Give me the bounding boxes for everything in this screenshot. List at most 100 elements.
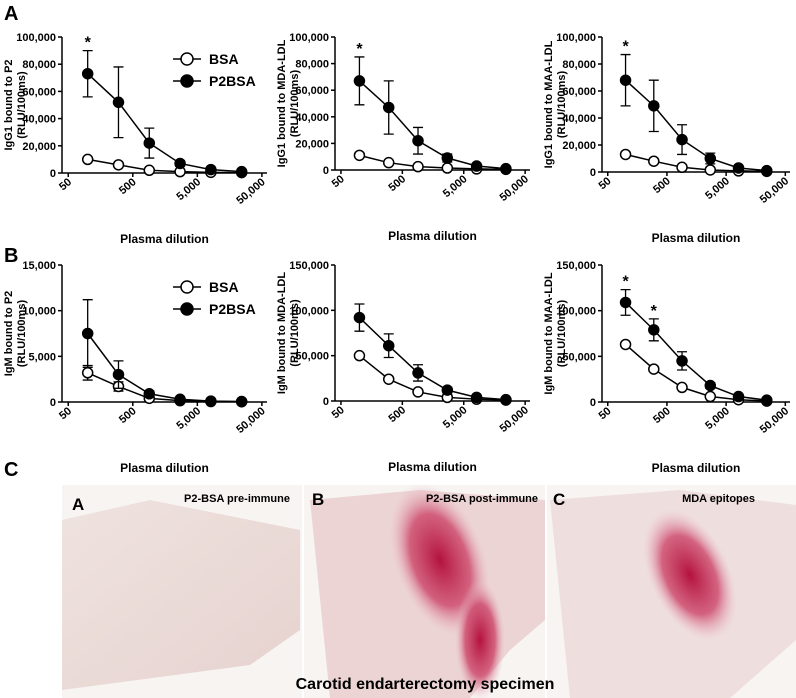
y-axis-title: IgG1 bound to MAA-LDL (543, 40, 555, 168)
x-tick-label: 50 (57, 405, 74, 422)
legend-label: P2BSA (209, 301, 256, 317)
x-tick-label: 5,000 (174, 176, 203, 203)
data-point (353, 149, 366, 162)
data-point (382, 156, 395, 169)
data-point (112, 368, 125, 381)
y-tick-label: 0 (323, 396, 329, 408)
series-line (358, 317, 506, 401)
data-point (382, 339, 395, 352)
legend-label: BSA (209, 51, 239, 67)
y-axis-title: (RLU/100ms) (556, 300, 568, 368)
data-point (412, 160, 424, 173)
y-axis-title: (RLU/100ms) (16, 300, 28, 368)
data-point (143, 164, 156, 177)
chart: 0 20,000 40,000 60,000 80,000 100,000 50 500 5,0… (3, 32, 268, 246)
data-point (619, 148, 632, 161)
x-tick-label: 500 (386, 404, 408, 425)
data-point (676, 161, 688, 174)
histology: A P2-BSA pre-immune B P2-BSA post-immune… (62, 483, 796, 698)
data-point (174, 157, 186, 170)
data-point (648, 324, 660, 336)
x-tick-label: 50 (597, 405, 614, 422)
y-tick-label: 150,000 (289, 260, 329, 272)
data-point (704, 379, 717, 392)
x-axis-title: Plasma dilution (388, 229, 477, 243)
legend-label: BSA (209, 279, 239, 295)
legend-marker (180, 280, 194, 294)
legend-label: P2BSA (209, 73, 256, 89)
data-point (648, 155, 660, 167)
image-caption: Carotid endarterectomy specimen (296, 676, 555, 693)
image-label: P2-BSA pre-immune (184, 493, 290, 505)
data-point (441, 384, 454, 396)
data-point (81, 67, 94, 80)
chart: 0 5,000 10,000 15,000 50 500 5,000 50,000 Plasma… (3, 260, 268, 475)
data-point (112, 159, 125, 171)
y-axis-title: IgG1 bound to P2 (3, 59, 15, 150)
data-point (470, 391, 483, 404)
y-tick-label: 10,000 (22, 306, 56, 318)
y-axis-title: IgM bound to P2 (3, 291, 15, 377)
panel-label: B (4, 245, 18, 267)
data-point (412, 367, 424, 379)
data-point (704, 164, 717, 176)
series-line (87, 333, 242, 403)
data-point (704, 390, 717, 403)
annotation: * (622, 39, 629, 56)
y-axis-title: (RLU/100ms) (289, 70, 301, 138)
data-point (112, 96, 125, 109)
annotation: * (356, 41, 363, 58)
y-axis-title: (RLU/100ms) (556, 71, 568, 139)
image-letter: C (553, 490, 565, 509)
data-point (732, 162, 745, 174)
data-point (648, 100, 660, 112)
y-tick-label: 15,000 (22, 260, 56, 272)
x-tick-label: 50,000 (758, 175, 791, 206)
x-tick-label: 500 (117, 176, 139, 197)
data-point (205, 163, 217, 176)
data-point (382, 373, 395, 385)
y-tick-label: 0 (590, 167, 596, 179)
x-axis-title: Plasma dilution (652, 461, 741, 475)
x-tick-label: 50 (57, 176, 74, 193)
x-axis-title: Plasma dilution (120, 232, 209, 246)
y-tick-label: 20,000 (22, 141, 56, 153)
annotation: * (651, 303, 658, 320)
x-axis-title: Plasma dilution (388, 460, 477, 474)
annotation: * (622, 274, 629, 291)
divider (302, 485, 304, 698)
data-point (619, 74, 632, 86)
data-point (619, 296, 632, 309)
data-point (732, 390, 745, 403)
annotation: * (85, 35, 92, 52)
x-tick-label: 5,000 (441, 404, 470, 431)
y-axis-title: (RLU/100ms) (289, 299, 301, 367)
series-line (358, 355, 506, 401)
x-tick-label: 5,000 (703, 175, 732, 202)
data-point (412, 134, 424, 147)
data-point (353, 311, 366, 324)
x-tick-label: 50,000 (498, 404, 531, 435)
y-tick-label: 80,000 (295, 59, 329, 71)
panel-label: A (4, 3, 18, 25)
y-tick-label: 0 (50, 397, 56, 409)
data-point (174, 393, 186, 406)
y-tick-label: 5,000 (28, 351, 56, 363)
image-label: P2-BSA post-immune (426, 493, 538, 505)
data-point (235, 395, 248, 408)
y-axis-title: IgM bound to MAA-LDL (543, 272, 555, 394)
y-tick-label: 20,000 (295, 138, 329, 150)
data-point (500, 162, 512, 175)
series-line (358, 80, 506, 170)
image-letter: B (312, 490, 324, 509)
data-point (761, 164, 773, 177)
x-tick-label: 500 (386, 173, 408, 194)
y-tick-label: 80,000 (22, 59, 56, 71)
y-tick-label: 0 (590, 397, 596, 409)
legend-marker (180, 74, 194, 88)
y-tick-label: 100,000 (16, 32, 56, 44)
y-axis-title: IgM bound to MDA-LDL (276, 272, 288, 394)
data-point (441, 162, 454, 174)
chart: 0 20,000 40,000 60,000 80,000 100,000 50 500 5,0… (543, 32, 791, 245)
